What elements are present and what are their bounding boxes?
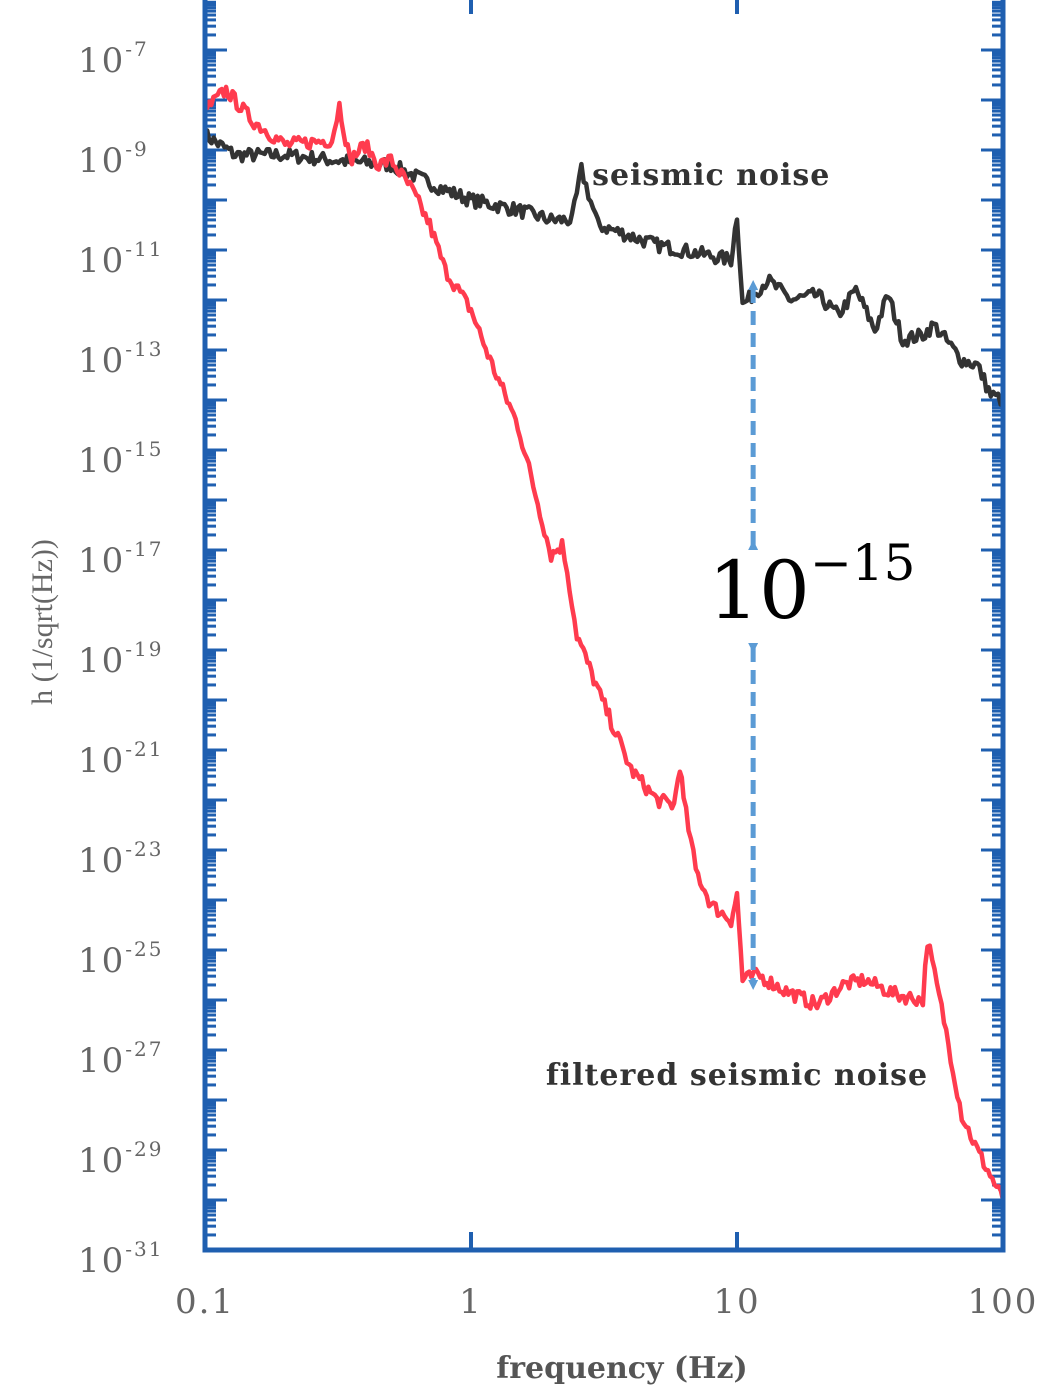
y-tick-label: 10-11 — [78, 237, 163, 281]
y-tick-label: 10-27 — [78, 1037, 163, 1081]
y-tick-label: 10-13 — [78, 337, 163, 381]
x-tick-label: 1 — [459, 1282, 483, 1322]
plot-background — [205, 0, 1003, 1250]
x-tick-label: 0.1 — [175, 1282, 235, 1322]
annotations: seismic noise filtered seismic noise — [546, 158, 928, 1093]
y-tick-label: 10-17 — [78, 537, 163, 581]
y-tick-label: 10-15 — [78, 437, 163, 481]
y-tick-label: 10-19 — [78, 637, 163, 681]
gap-label: 10−15 — [708, 534, 915, 637]
x-tick-labels: 0.1 1 10 100 — [175, 1282, 1039, 1322]
y-tick-label: 10-9 — [78, 137, 149, 181]
gap-annotation: 10−15 — [708, 280, 915, 990]
annotation-seismic-noise: seismic noise — [592, 158, 830, 193]
y-axis-title: h (1/sqrt(Hz)) — [26, 539, 59, 705]
y-tick-label: 10-7 — [78, 37, 149, 81]
x-tick-label: 100 — [968, 1282, 1039, 1322]
series-line-seismic-noise — [202, 128, 1005, 407]
y-tick-label: 10-29 — [78, 1137, 163, 1181]
y-tick-labels: 10-7 10-9 10-11 10-13 10-15 10-17 10-19 10-21 10… — [78, 37, 163, 1281]
y-tick-label: 10-31 — [78, 1237, 163, 1281]
y-tick-label: 10-25 — [78, 937, 163, 981]
x-axis-title: frequency (Hz) — [496, 1351, 747, 1386]
annotation-filtered-seismic-noise: filtered seismic noise — [546, 1058, 928, 1093]
series-line-filtered-seismic-noise — [203, 84, 1006, 1201]
series-layer — [202, 84, 1006, 1201]
plot-frame — [202, 0, 1006, 1253]
y-tick-label: 10-21 — [78, 737, 163, 781]
y-tick-label: 10-23 — [78, 837, 163, 881]
x-tick-label: 10 — [713, 1282, 760, 1322]
